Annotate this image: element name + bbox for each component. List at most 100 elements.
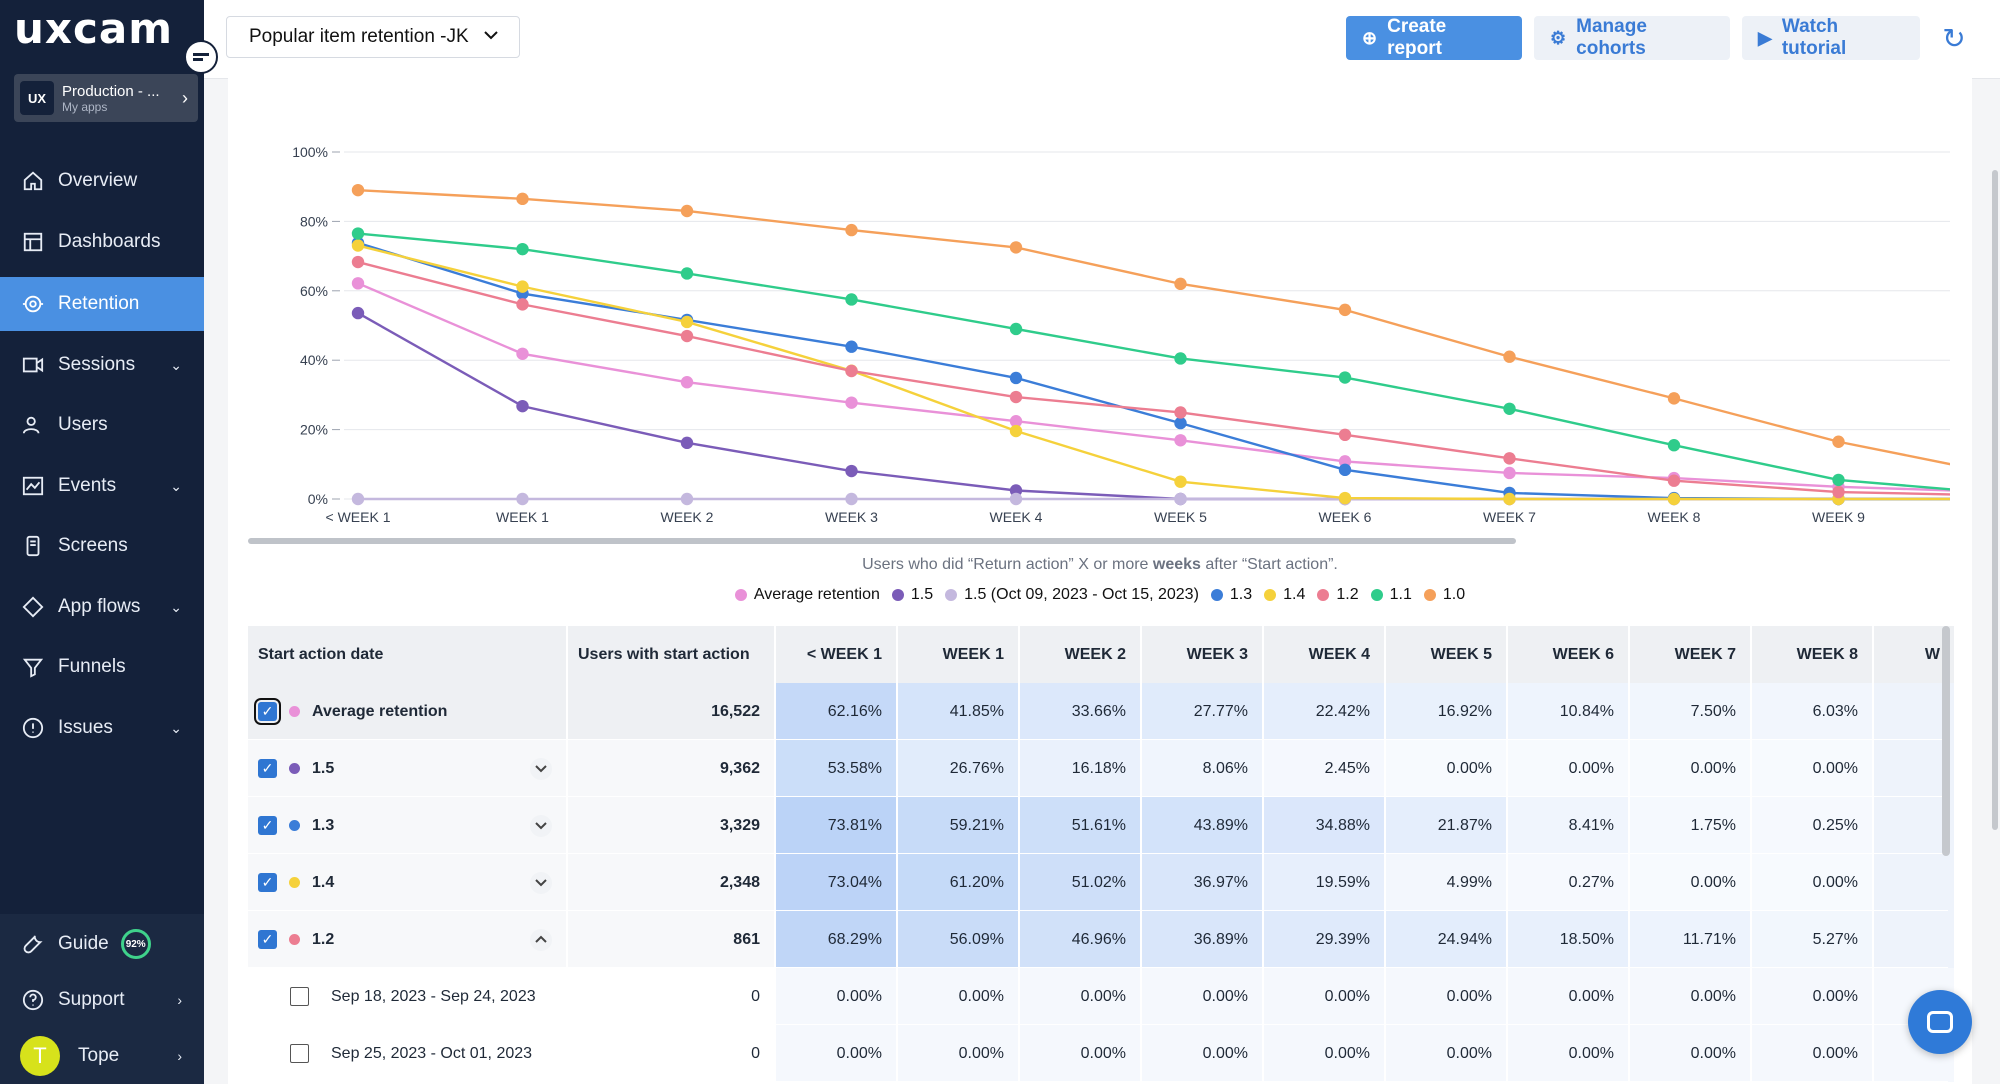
sidebar-item-users[interactable]: Users — [0, 398, 204, 452]
create-report-button[interactable]: ⊕ Create report — [1346, 16, 1522, 60]
sidebar-item-funnels[interactable]: Funnels — [0, 640, 204, 694]
row-label: 1.4 — [312, 873, 335, 891]
series-group — [351, 183, 1950, 506]
table-row[interactable]: ✓ 1.3 3,329 73.81% 59.21% 51.61% 43.89% 34.88% 2… — [248, 797, 1954, 854]
collapse-sidebar-button[interactable] — [184, 40, 218, 74]
table-row[interactable]: ✓ Average retention 16,522 62.16% 41.85% 33.6… — [248, 683, 1954, 740]
chat-button[interactable] — [1908, 990, 1972, 1054]
row-checkbox[interactable] — [290, 1044, 309, 1063]
legend-item[interactable]: 1.2 — [1317, 586, 1359, 604]
chevron-down-icon[interactable] — [530, 757, 552, 780]
retention-value-cell: 0.00% — [1386, 968, 1506, 1025]
sidebar-item-dashboards[interactable]: Dashboards — [0, 215, 204, 269]
retention-value-cell: 19.59% — [1264, 854, 1384, 911]
data-point — [1009, 484, 1023, 497]
row-checkbox[interactable] — [290, 987, 309, 1006]
manage-cohorts-button[interactable]: ⚙ Manage cohorts — [1534, 16, 1730, 60]
column-header[interactable]: WEEK 7 — [1630, 626, 1750, 683]
column-header[interactable]: Start action date — [248, 626, 566, 683]
app-name: Production - ... — [62, 82, 160, 100]
column-header[interactable]: WEEK 5 — [1386, 626, 1506, 683]
sidebar-item-issues[interactable]: Issues ⌄ — [0, 701, 204, 755]
user-menu[interactable]: T Tope › — [0, 1028, 204, 1084]
column-header[interactable]: WEEK 3 — [1142, 626, 1262, 683]
data-point — [845, 223, 858, 237]
column-header[interactable]: WEEK 1 — [898, 626, 1018, 683]
table-vertical-scrollbar[interactable] — [1942, 626, 1950, 856]
column-header[interactable]: WEEK 2 — [1020, 626, 1140, 683]
chevron-down-icon[interactable] — [530, 814, 552, 837]
retention-value-cell — [1874, 911, 1954, 968]
chevron-down-icon: ⌄ — [170, 719, 182, 736]
column-header[interactable]: W — [1874, 626, 1954, 683]
watch-tutorial-button[interactable]: ▶ Watch tutorial — [1742, 16, 1920, 60]
retention-value-cell: 0.00% — [898, 1025, 1018, 1082]
retention-value-cell: 36.89% — [1142, 911, 1262, 968]
app-badge: UX — [20, 81, 54, 115]
legend-label: Average retention — [753, 586, 880, 603]
legend-item[interactable]: 1.0 — [1423, 586, 1465, 604]
table-row[interactable]: ✓ 1.4 2,348 73.04% 61.20% 51.02% 36.97% 19.59% 4… — [248, 854, 1954, 911]
table-row[interactable]: ✓ 1.5 9,362 53.58% 26.76% 16.18% 8.06% 2.45% 0.0… — [248, 740, 1954, 797]
legend-item[interactable]: 1.4 — [1264, 586, 1305, 604]
uxcam-logo[interactable]: uxcam — [14, 4, 173, 53]
column-header[interactable]: WEEK 6 — [1508, 626, 1628, 683]
row-label: 1.5 — [312, 759, 335, 777]
y-tick-label: 20% — [300, 422, 328, 438]
legend-item[interactable]: 1.1 — [1370, 586, 1412, 604]
app-flows-icon — [20, 594, 46, 620]
data-point — [516, 347, 529, 360]
chart-horizontal-scrollbar[interactable] — [248, 538, 1516, 544]
data-point — [1503, 466, 1516, 480]
sidebar-item-support[interactable]: Support › — [0, 974, 204, 1026]
legend-item[interactable]: Average retention — [734, 586, 880, 604]
data-point — [845, 396, 858, 409]
users-count-cell: 0 — [568, 1025, 774, 1082]
column-header[interactable]: Users with start action — [568, 626, 774, 683]
caption-text: Users who did “Return action” X or more — [862, 556, 1153, 573]
report-selector[interactable]: Popular item retention -JK — [226, 16, 520, 58]
legend-item[interactable]: 1.5 — [891, 586, 933, 604]
sidebar-item-label: Dashboards — [58, 231, 161, 252]
data-point — [516, 298, 529, 311]
plus-circle-icon: ⊕ — [1362, 27, 1378, 48]
chevron-down-icon[interactable] — [530, 871, 552, 894]
retention-value-cell: 53.58% — [776, 740, 896, 797]
data-point — [1338, 428, 1352, 442]
table-row[interactable]: ✓ 1.2 861 68.29% 56.09% 46.96% 36.89% 29.39% 24.… — [248, 911, 1954, 968]
retention-value-cell: 18.50% — [1508, 911, 1628, 968]
column-header[interactable]: WEEK 4 — [1264, 626, 1384, 683]
sidebar-item-screens[interactable]: Screens — [0, 519, 204, 573]
row-checkbox[interactable]: ✓ — [254, 698, 281, 725]
sidebar-item-overview[interactable]: Overview — [0, 154, 204, 208]
row-checkbox[interactable]: ✓ — [258, 930, 277, 949]
sidebar-item-sessions[interactable]: Sessions ⌄ — [0, 338, 204, 392]
top-bar: Popular item retention -JK ⊕ Create repo… — [204, 0, 2000, 79]
legend-dot — [1264, 589, 1277, 601]
x-tick-label: WEEK 5 — [1154, 509, 1207, 525]
column-header[interactable]: < WEEK 1 — [776, 626, 896, 683]
legend-item[interactable]: 1.5 (Oct 09, 2023 - Oct 15, 2023) — [945, 586, 1199, 604]
report-name: Popular item retention -JK — [249, 26, 469, 47]
chevron-up-icon[interactable] — [530, 928, 552, 951]
series-color-dot — [289, 877, 300, 888]
sidebar-item-app-flows[interactable]: App flows ⌄ — [0, 580, 204, 634]
app-switcher[interactable]: UX Production - ... My apps › — [14, 74, 198, 122]
row-checkbox[interactable]: ✓ — [258, 873, 277, 892]
page-scrollbar[interactable] — [1992, 170, 1998, 830]
sidebar-item-retention[interactable]: Retention — [0, 277, 204, 331]
sidebar-item-guide[interactable]: Guide 92% — [0, 918, 204, 970]
funnels-icon — [20, 654, 46, 680]
retention-value-cell: 0.00% — [776, 968, 896, 1025]
row-label: 1.2 — [312, 930, 335, 948]
column-header[interactable]: WEEK 8 — [1752, 626, 1872, 683]
sidebar-item-events[interactable]: Events ⌄ — [0, 459, 204, 513]
row-checkbox[interactable]: ✓ — [258, 759, 277, 778]
row-checkbox[interactable]: ✓ — [258, 816, 277, 835]
refresh-icon[interactable]: ↻ — [1942, 22, 1966, 54]
table-row[interactable]: Sep 18, 2023 - Sep 24, 2023 0 0.00% 0.00% 0.… — [248, 968, 1954, 1025]
sidebar-item-label: App flows — [58, 596, 141, 617]
legend-item[interactable]: 1.3 — [1210, 586, 1252, 604]
table-row[interactable]: Sep 25, 2023 - Oct 01, 2023 0 0.00% 0.00% 0.… — [248, 1025, 1954, 1082]
guide-label: Guide — [58, 933, 109, 954]
